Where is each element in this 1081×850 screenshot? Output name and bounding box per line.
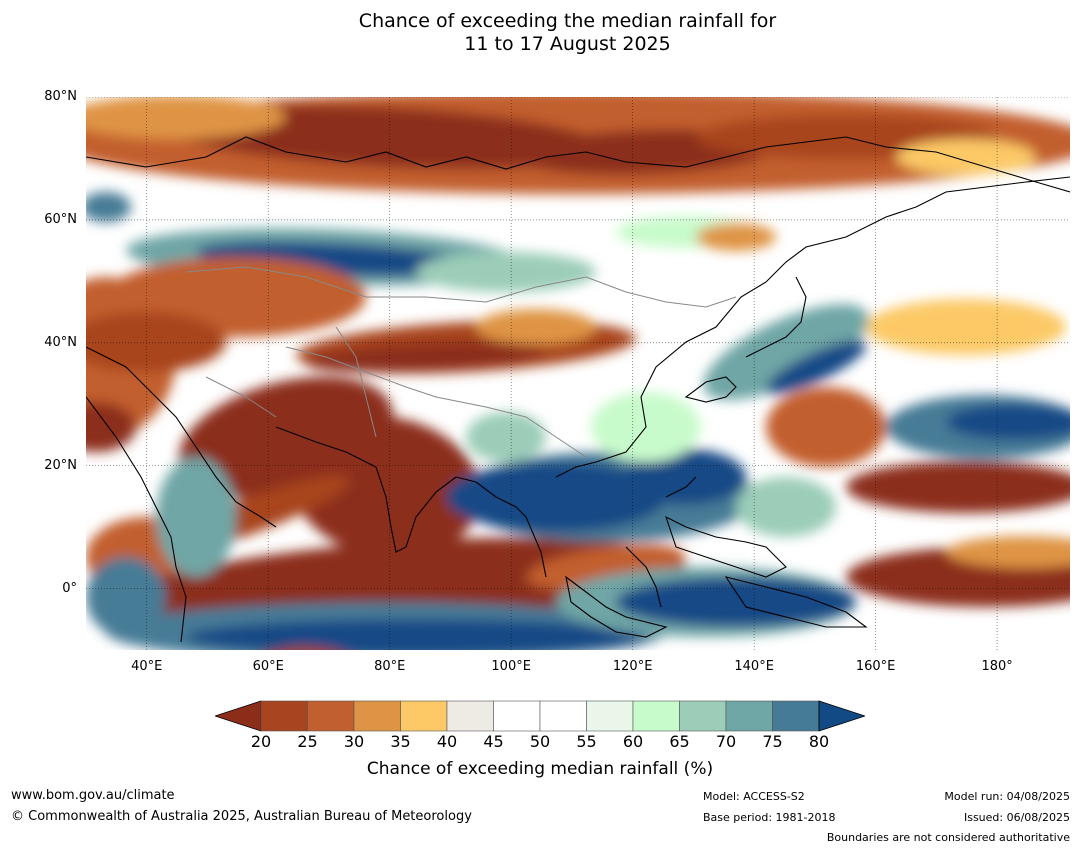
lat-label: 0° <box>62 580 77 596</box>
base-period: Base period: 1981-2018 <box>703 811 836 824</box>
probability-region <box>279 647 333 650</box>
colorbar-tick-label: 65 <box>669 732 690 751</box>
map-canvas <box>86 97 1070 650</box>
coastline <box>86 136 727 170</box>
probability-region <box>846 461 1070 513</box>
lat-label: 60°N <box>44 211 77 227</box>
lon-label: 40°E <box>131 659 163 674</box>
colorbar-tick-label: 40 <box>436 732 458 751</box>
colorbar-title: Chance of exceeding median rainfall (%) <box>366 759 714 779</box>
colorbar-tick-label: 55 <box>576 732 597 751</box>
probability-region <box>86 97 286 139</box>
coastline <box>555 281 767 478</box>
probability-region <box>156 457 236 577</box>
country-border <box>435 396 587 458</box>
colorbar-bin <box>679 700 727 732</box>
lon-label: 180° <box>981 659 1013 674</box>
coastline <box>455 476 547 578</box>
probability-region <box>946 536 1070 568</box>
colorbar-tick-label: 30 <box>343 732 365 751</box>
probability-region <box>86 557 166 637</box>
colorbar-tick-label: 80 <box>808 732 830 751</box>
colorbar-over-triangle <box>818 700 865 732</box>
lon-label: 100°E <box>491 659 531 674</box>
colorbar <box>215 700 865 732</box>
coastline <box>725 136 1070 193</box>
coastline <box>724 576 868 628</box>
model-run-date: Model run: 04/08/2025 <box>944 790 1070 803</box>
colorbar-tick-label: 20 <box>250 732 272 751</box>
colorbar-bin <box>586 700 634 732</box>
probability-region <box>736 477 836 537</box>
colorbar-tick-label: 45 <box>483 732 504 751</box>
coastline <box>275 426 457 553</box>
country-border <box>335 326 377 438</box>
probability-region <box>476 309 596 345</box>
colorbar-bin <box>400 700 448 732</box>
coastline <box>665 515 787 578</box>
probability-region <box>616 577 856 627</box>
probability-region <box>765 340 867 394</box>
probability-region <box>866 299 1066 355</box>
colorbar-bin <box>353 700 401 732</box>
map-title-line-1: Chance of exceeding the median rainfall … <box>358 10 777 32</box>
coastline <box>684 376 737 403</box>
colorbar-tick-label: 75 <box>762 732 783 751</box>
colorbar-tick-label: 25 <box>297 732 318 751</box>
probability-region <box>703 304 869 400</box>
coastline <box>86 396 187 643</box>
colorbar-tick-label: 70 <box>715 732 737 751</box>
colorbar-tick-label: 50 <box>529 732 551 751</box>
model-name: Model: ACCESS-S2 <box>703 790 805 803</box>
probability-region <box>896 139 1036 175</box>
coastline <box>86 346 277 528</box>
lon-label: 60°E <box>252 659 284 674</box>
colorbar-bin <box>307 700 355 732</box>
probability-region <box>86 312 226 372</box>
colorbar-tick-label: 35 <box>390 732 411 751</box>
colorbar-bin <box>260 700 308 732</box>
lat-label: 20°N <box>44 457 77 473</box>
probability-region <box>466 412 546 462</box>
map-title: Chance of exceeding the median rainfall … <box>0 10 1081 56</box>
map-title-line-2: 11 to 17 August 2025 <box>464 33 671 55</box>
colorbar-bin <box>632 700 680 732</box>
probability-region <box>291 416 481 558</box>
coastline <box>745 276 807 358</box>
probability-region <box>86 192 131 222</box>
colorbar-bin <box>446 700 494 732</box>
country-border <box>285 346 437 398</box>
lon-label: 160°E <box>855 659 896 674</box>
probability-region <box>696 223 776 251</box>
boundaries-disclaimer: Boundaries are not considered authoritat… <box>826 831 1070 844</box>
rainfall-probability-map <box>86 97 1070 650</box>
colorbar-tick-label: 60 <box>622 732 644 751</box>
probability-region <box>766 387 886 467</box>
colorbar-bin <box>493 700 541 732</box>
colorbar-bin <box>725 700 773 732</box>
coastline <box>565 575 668 638</box>
lat-label: 40°N <box>44 334 77 350</box>
colorbar-bin <box>539 700 587 732</box>
colorbar-under-triangle <box>215 700 262 732</box>
probability-region <box>186 619 646 650</box>
probability-region <box>946 404 1070 440</box>
probability-region <box>446 462 666 532</box>
lon-label: 140°E <box>734 659 774 674</box>
country-border <box>205 376 277 418</box>
lon-label: 120°E <box>612 659 653 674</box>
colorbar-bin <box>772 700 820 732</box>
website-link[interactable]: www.bom.gov.au/climate <box>11 788 175 803</box>
probability-region <box>626 449 746 505</box>
lon-label: 80°E <box>374 659 406 674</box>
coastline <box>665 476 697 498</box>
coastline <box>625 546 662 608</box>
coastline <box>765 176 1070 283</box>
probability-region <box>416 252 596 292</box>
issued-date: Issued: 06/08/2025 <box>963 811 1070 824</box>
copyright-notice: © Commonwealth of Australia 2025, Austra… <box>11 809 472 824</box>
country-border <box>185 266 737 308</box>
probability-region <box>306 341 546 373</box>
lat-label: 80°N <box>44 89 77 104</box>
